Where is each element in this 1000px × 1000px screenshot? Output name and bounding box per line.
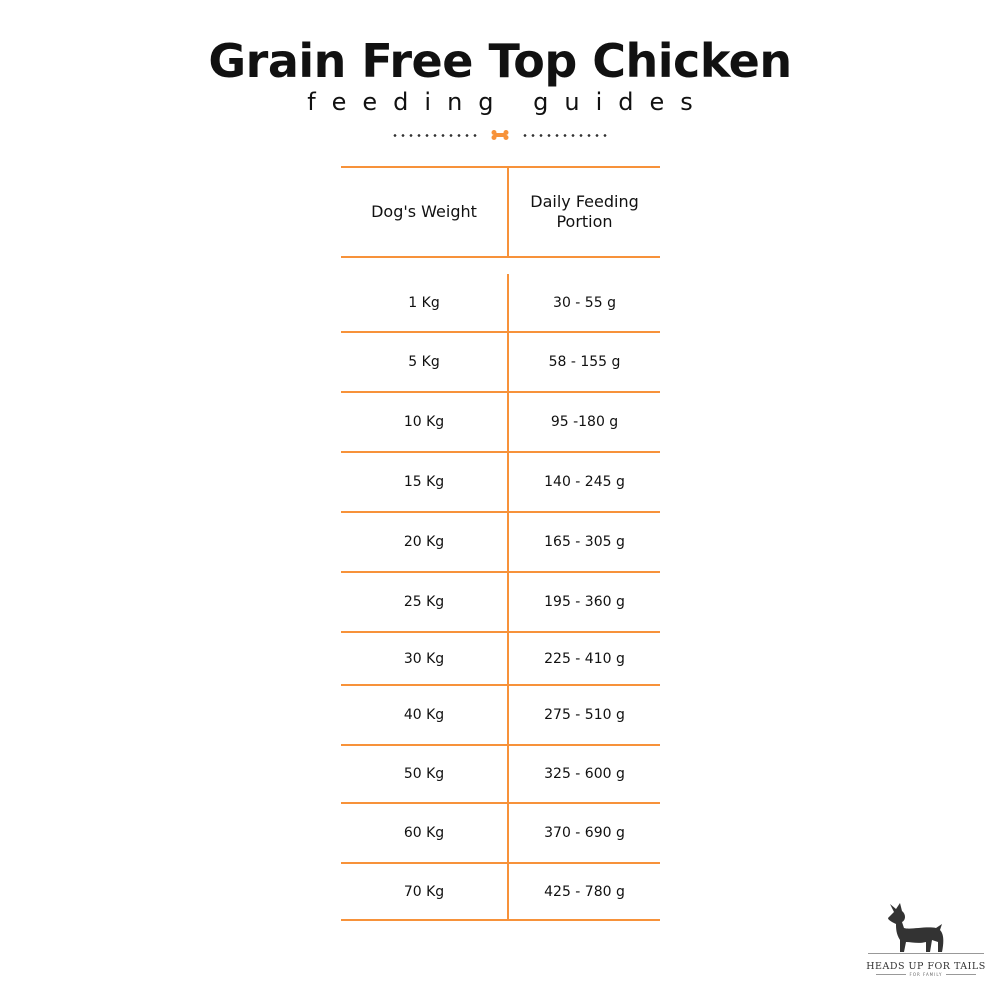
portion-cell: 95 -180 g [550,414,619,430]
weight-cell: 5 Kg [341,333,509,391]
header-daily-portion: Daily Feeding Portion [509,168,660,256]
table-row: 5 Kg 58 - 155 g [341,331,660,391]
table-row: 40 Kg 275 - 510 g [341,684,660,744]
table-row: 70 Kg 425 - 780 g [341,862,660,921]
brand-logo: HEADS UP FOR TAILS FOR FAMILY [866,900,986,977]
portion-cell: 225 - 410 g [544,650,625,667]
portion-cell: 165 - 305 g [544,534,625,550]
portion-cell: 140 - 245 g [544,474,625,490]
feeding-table: Dog's Weight Daily Feeding Portion 1 Kg 3… [341,166,660,921]
weight-cell: 60 Kg [341,804,509,862]
table-header-row: Dog's Weight Daily Feeding Portion [341,166,660,256]
table-row: 25 Kg 195 - 360 g [341,571,660,631]
weight-cell: 10 Kg [341,393,509,451]
logo-name: HEADS UP FOR TAILS [866,961,986,972]
dotted-line [391,133,479,137]
weight-cell: 40 Kg [341,686,509,744]
weight-cell: 25 Kg [341,573,509,631]
weight-cell: 15 Kg [341,453,509,511]
portion-cell: 275 - 510 g [544,707,625,723]
page-subtitle: feeding guides [307,88,709,116]
portion-cell: 58 - 155 g [548,354,621,370]
bone-icon [491,130,509,140]
portion-cell: 370 - 690 g [544,825,625,841]
table-row: 1 Kg 30 - 55 g [341,256,660,331]
table-row: 60 Kg 370 - 690 g [341,802,660,862]
header-daily-portion-text: Daily Feeding Portion [530,192,639,231]
weight-cell: 50 Kg [341,746,509,802]
table-row: 20 Kg 165 - 305 g [341,511,660,571]
dotted-line [521,133,609,137]
table-row: 10 Kg 95 -180 g [341,391,660,451]
weight-cell: 1 Kg [341,274,509,331]
table-row: 15 Kg 140 - 245 g [341,451,660,511]
logo-tagline: FOR FAMILY [909,972,943,977]
table-row: 50 Kg 325 - 600 g [341,744,660,802]
logo-tagline-row: FOR FAMILY [866,972,986,977]
portion-cell: 325 - 600 g [544,766,625,782]
table-row: 30 Kg 225 - 410 g [341,631,660,684]
dog-silhouette-icon [868,903,984,954]
portion-cell: 30 - 55 g [553,294,616,311]
portion-cell: 195 - 360 g [544,594,625,610]
decorative-divider [0,130,1000,140]
portion-cell: 425 - 780 g [544,883,625,900]
header-dog-weight: Dog's Weight [341,168,509,256]
weight-cell: 70 Kg [341,864,509,919]
page-title: Grain Free Top Chicken [208,34,792,88]
weight-cell: 20 Kg [341,513,509,571]
weight-cell: 30 Kg [341,633,509,684]
